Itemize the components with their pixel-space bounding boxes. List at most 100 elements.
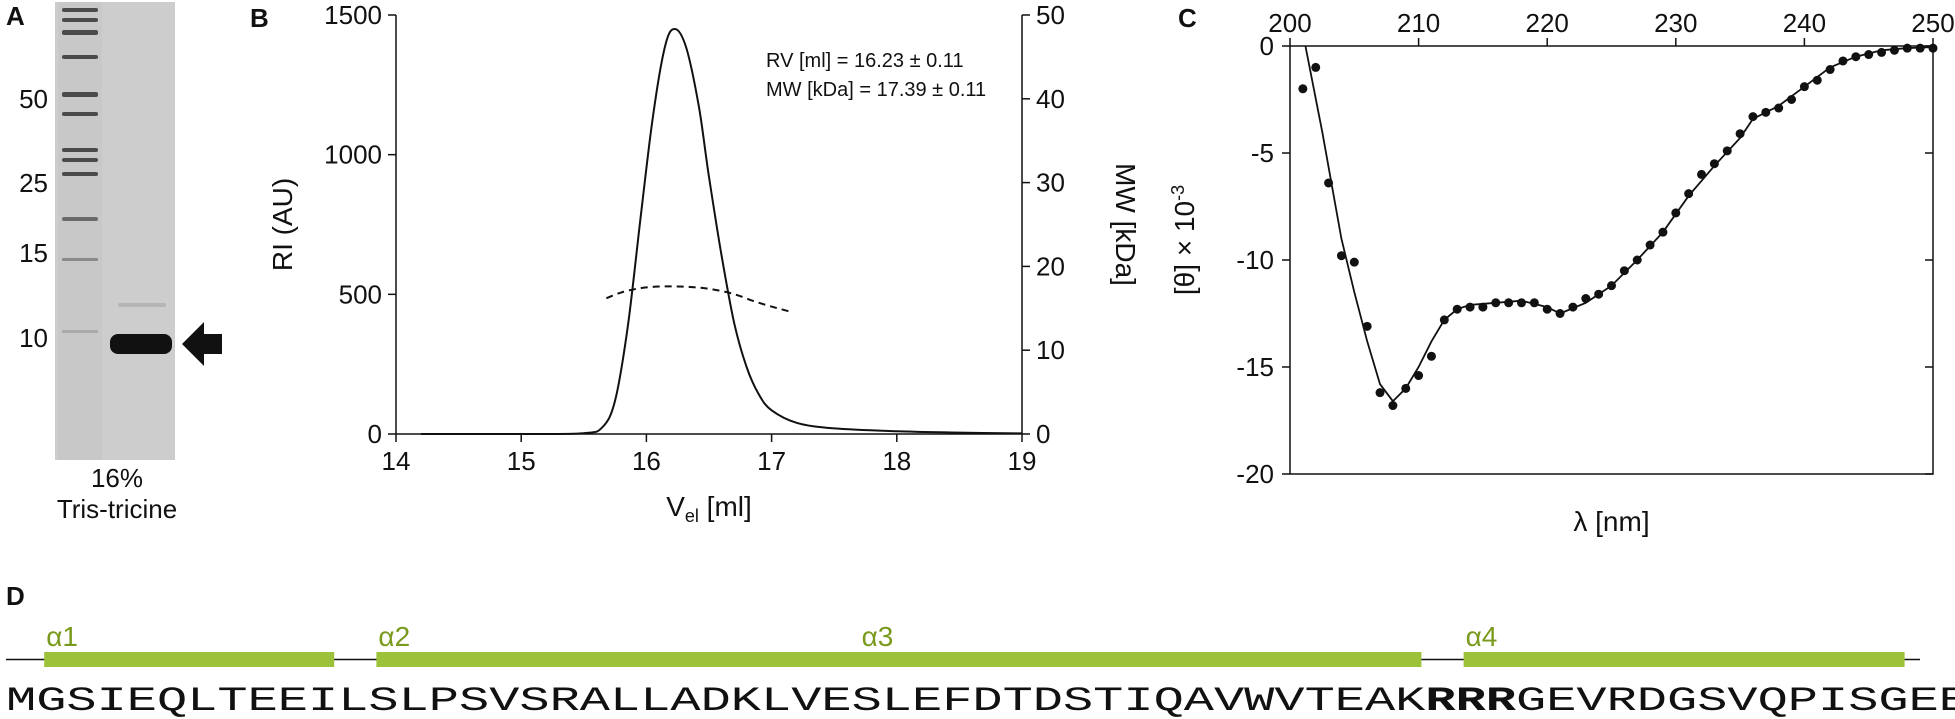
panel-label-c: C	[1178, 3, 1197, 33]
x-axis-label: Vel [ml]	[666, 491, 752, 526]
gel-lane-ladder	[58, 2, 102, 460]
helix-label: α4	[1466, 621, 1498, 652]
x-tick-label: 16	[632, 446, 661, 476]
data-point	[1568, 302, 1578, 312]
y2-tick-label: 30	[1036, 168, 1065, 198]
data-point	[1362, 321, 1372, 331]
data-point	[1787, 95, 1797, 104]
data-point	[1581, 294, 1591, 304]
fit-line	[1304, 45, 1934, 403]
data-point	[1349, 257, 1359, 267]
data-point	[1902, 43, 1912, 53]
ladder-label-15: 15	[19, 238, 48, 268]
y-axis-label: RI (AU)	[267, 178, 298, 271]
band-arrow-icon	[182, 322, 222, 366]
y-axis-label-sup: -3	[1168, 185, 1188, 201]
data-point	[1928, 43, 1938, 53]
data-point	[1632, 255, 1642, 265]
plot-frame	[1289, 45, 1934, 475]
x-tick-label: 220	[1526, 8, 1569, 38]
panel-label-d: D	[6, 581, 25, 611]
ladder-band	[62, 92, 98, 97]
data-point	[1465, 302, 1475, 312]
x-tick-label: 230	[1654, 8, 1697, 38]
data-point	[1516, 298, 1526, 308]
gel-image	[55, 2, 222, 460]
data-point	[1877, 47, 1887, 57]
x-tick-label: 19	[1008, 446, 1037, 476]
y-tick-label: 1500	[324, 0, 382, 30]
y-tick-label: -10	[1236, 245, 1274, 275]
data-point	[1735, 129, 1745, 139]
data-point	[1684, 189, 1694, 199]
data-point	[1594, 289, 1604, 299]
helix-bar	[859, 652, 1422, 667]
data-point	[1825, 65, 1835, 75]
y2-tick-label: 40	[1036, 84, 1065, 114]
helix-bar	[376, 652, 878, 667]
y2-axis-label: MW [kDa]	[1110, 163, 1141, 286]
ladder-band	[62, 112, 98, 116]
helix-label: α3	[862, 621, 894, 652]
annotation-mw: MW [kDa] = 17.39 ± 0.11	[766, 79, 986, 101]
series-line-mw	[605, 285, 791, 313]
ladder-band	[62, 18, 98, 22]
data-point	[1298, 84, 1308, 94]
x-axis-label-sub: el	[685, 506, 699, 526]
data-point	[1504, 298, 1514, 308]
data-point	[1426, 351, 1436, 361]
y2-tick-label: 50	[1036, 0, 1065, 30]
data-point	[1452, 304, 1462, 314]
data-point	[1542, 304, 1552, 314]
data-point	[1414, 371, 1424, 381]
data-point	[1645, 240, 1655, 250]
data-point	[1774, 103, 1784, 113]
data-point	[1491, 298, 1501, 308]
x-tick-label: 15	[507, 446, 536, 476]
x-tick-label: 210	[1397, 8, 1440, 38]
y-tick-label: 500	[339, 279, 382, 309]
data-point	[1838, 56, 1848, 66]
sequence-motif-bold: RRR	[1425, 683, 1516, 719]
data-point	[1555, 309, 1565, 318]
sequence-panel: α1 α2 α3 α4 MGSIEQLTEEILSLPSVSRALLADKLVESLEF…	[6, 621, 1955, 719]
ladder-band	[62, 217, 98, 221]
panel-label-b: B	[250, 3, 269, 33]
data-point	[1915, 43, 1925, 53]
helix-bar	[1463, 652, 1905, 667]
helix-bar	[44, 652, 335, 667]
data-point	[1748, 112, 1758, 122]
y-tick-label: 0	[368, 419, 382, 449]
ladder-band	[62, 258, 98, 261]
ladder-band	[62, 8, 98, 12]
helix-label: α2	[378, 621, 410, 652]
ladder-band	[62, 148, 98, 152]
data-point	[1889, 45, 1899, 55]
y-tick-label: -5	[1251, 138, 1274, 168]
y-tick-label: 0	[1260, 31, 1274, 61]
x-tick-label: 14	[382, 446, 411, 476]
data-point	[1619, 266, 1629, 276]
panel-label-a: A	[6, 1, 25, 31]
data-point	[1722, 146, 1732, 156]
gel-caption-percent: 16%	[91, 463, 143, 493]
ladder-band	[62, 158, 98, 162]
x-tick-label: 200	[1268, 8, 1311, 38]
sequence-segment: MGSIEQLTEEILSLPSVSRALLADKLVESLEFDTDSTIQA…	[6, 683, 1426, 719]
annotation-rv: RV [ml] = 16.23 ± 0.11	[766, 50, 964, 72]
data-point	[1324, 178, 1334, 188]
ladder-band	[62, 55, 98, 59]
helix-label: α1	[46, 621, 78, 652]
x-axis-label-main: V	[666, 491, 685, 522]
y-tick-label: 1000	[324, 140, 382, 170]
data-point	[1478, 302, 1488, 312]
y-tick-label: -20	[1236, 459, 1274, 489]
data-point	[1761, 107, 1771, 117]
data-point	[1388, 401, 1398, 411]
y2-tick-label: 20	[1036, 251, 1065, 281]
ladder-label-10: 10	[19, 323, 48, 353]
cd-chart: 200 210 220 230 240 250 0 -5 -10 -15 -20 λ [nm] [θ] …	[1168, 8, 1955, 537]
sample-band-faint	[118, 303, 166, 307]
